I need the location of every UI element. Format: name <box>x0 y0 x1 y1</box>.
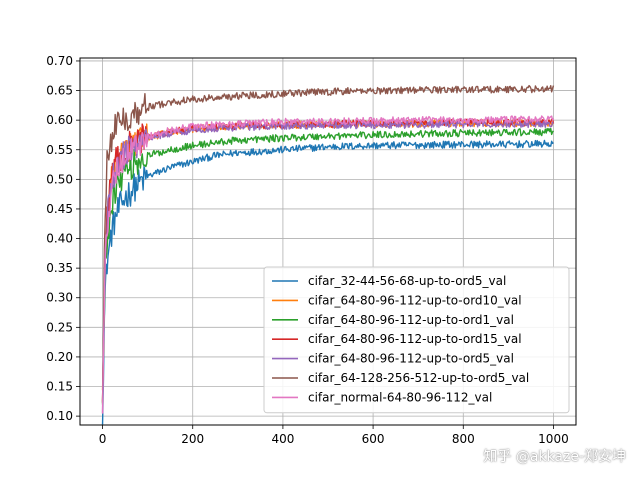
series-line <box>101 139 554 425</box>
y-tick-label: 0.65 <box>46 84 73 98</box>
legend-label: cifar_64-128-256-512-up-to-ord5_val <box>308 371 529 385</box>
legend-label: cifar_64-80-96-112-up-to-ord5_val <box>308 352 514 366</box>
y-tick-label: 0.20 <box>46 350 73 364</box>
y-tick-label: 0.35 <box>46 261 73 275</box>
x-tick-label: 200 <box>181 432 204 446</box>
y-tick-label: 0.45 <box>46 202 73 216</box>
series-line <box>101 127 554 405</box>
series-line <box>101 84 555 404</box>
legend-label: cifar_64-80-96-112-up-to-ord1_val <box>308 313 514 327</box>
legend-box <box>263 266 570 414</box>
series-line <box>101 115 555 414</box>
y-tick-label: 0.15 <box>46 380 73 394</box>
series-group <box>101 84 555 425</box>
x-tick-label: 600 <box>362 432 385 446</box>
y-tick-label: 0.55 <box>46 143 73 157</box>
x-tick-label: 800 <box>452 432 475 446</box>
y-tick-label: 0.50 <box>46 172 73 186</box>
y-tick-label: 0.10 <box>46 409 73 423</box>
x-tick-label: 1000 <box>538 432 569 446</box>
x-tick-label: 400 <box>271 432 294 446</box>
y-tick-label: 0.60 <box>46 113 73 127</box>
y-tick-label: 0.30 <box>46 291 73 305</box>
plot-frame <box>79 57 577 426</box>
legend-label: cifar_32-44-56-68-up-to-ord5_val <box>308 274 506 288</box>
x-tick-label: 0 <box>99 432 107 446</box>
y-tick-label: 0.70 <box>46 54 73 68</box>
legend-label: cifar_normal-64-80-96-112_val <box>308 390 492 404</box>
y-tick-label: 0.25 <box>46 320 73 334</box>
legend: cifar_32-44-56-68-up-to-ord5_val cifar_64… <box>263 266 570 414</box>
watermark: 知乎 @akkaze-郑安坤 <box>483 449 626 465</box>
y-tick-label: 0.40 <box>46 232 73 246</box>
axis-ticks: 0 200 400 600 800 1000 0.10 0.15 0.20 0.25 0.30 0.3… <box>46 54 568 446</box>
legend-label: cifar_64-80-96-112-up-to-ord15_val <box>308 332 522 346</box>
legend-label: cifar_64-80-96-112-up-to-ord10_val <box>308 293 522 307</box>
